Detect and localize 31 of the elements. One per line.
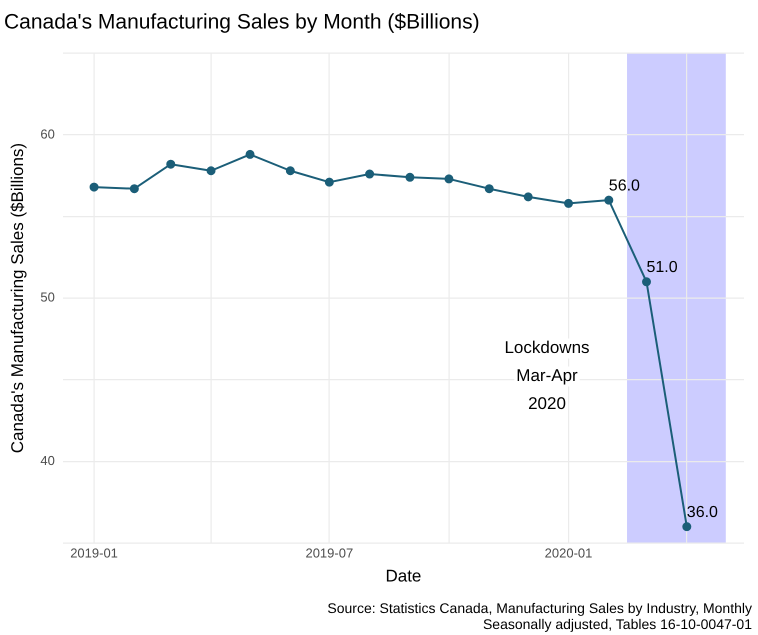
- point: [286, 166, 295, 176]
- point: [405, 172, 414, 182]
- point: [484, 184, 494, 194]
- point: [246, 150, 255, 159]
- point: [564, 198, 574, 208]
- point: [90, 182, 99, 192]
- point: [324, 178, 334, 187]
- point: [130, 184, 139, 194]
- data-label: 51.0: [646, 259, 678, 276]
- point: [206, 166, 216, 176]
- y-axis-title: Canada's Manufacturing Sales ($Billions): [8, 142, 27, 454]
- point: [682, 522, 692, 532]
- y-tick-label: 60: [40, 126, 55, 142]
- y-tick-label: 50: [40, 290, 55, 305]
- data-label: 36.0: [686, 504, 718, 522]
- point: [444, 174, 454, 184]
- point: [604, 196, 614, 205]
- chart-title: Canada's Manufacturing Sales by Month ($Billions): [4, 10, 480, 34]
- point: [642, 277, 652, 286]
- point: [524, 192, 533, 202]
- x-tick-label: 2020-01: [544, 545, 592, 560]
- point: [166, 160, 176, 169]
- text: Seasonally adjusted, Tables 16-10-0047-01: [482, 616, 752, 632]
- data-label: 56.0: [608, 178, 640, 195]
- band-label: Lockdowns Mar-Apr 2020: [504, 338, 590, 414]
- y-tick-label: 40: [40, 452, 55, 468]
- point: [365, 170, 374, 179]
- x-tick-label: 2019-01: [70, 545, 118, 560]
- x-tick-label: 2019-07: [305, 545, 354, 560]
- x-axis-title: Date: [385, 566, 422, 586]
- source-note: Source: Statistics Canada, Manufacturing Sales by Industry, Monthly: [327, 600, 752, 616]
